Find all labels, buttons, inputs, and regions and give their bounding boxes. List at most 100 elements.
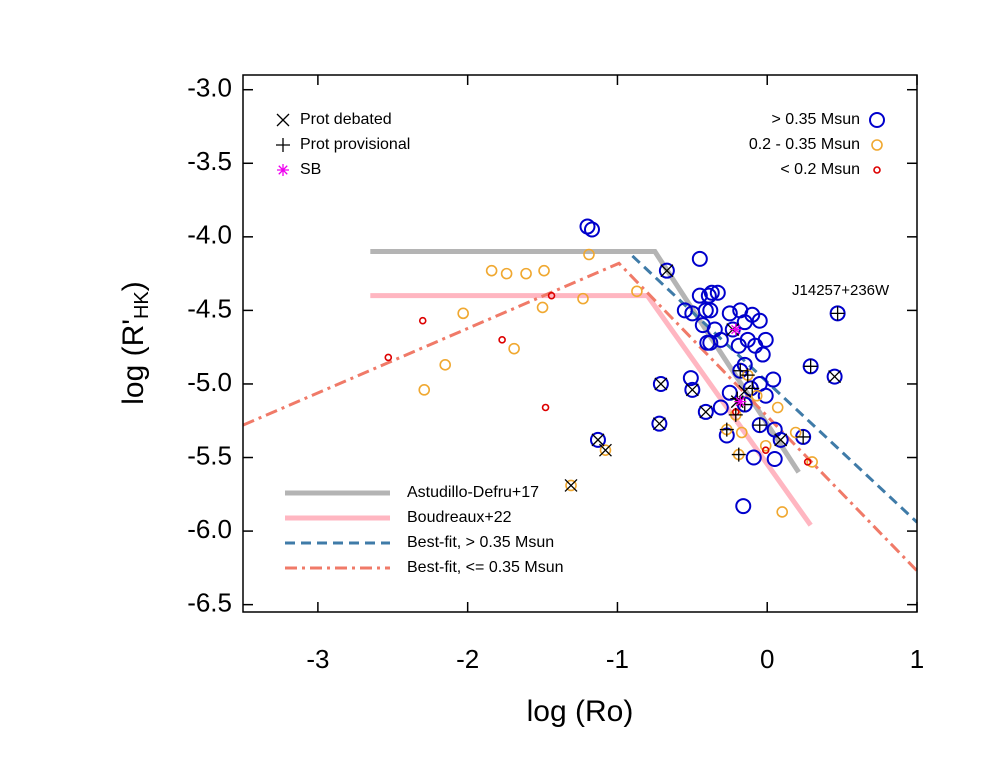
point [654,377,668,391]
x-tick-label: 1 [910,644,924,674]
point [761,446,770,454]
legend-label: > 0.35 Msun [772,111,861,128]
point [826,368,843,385]
point [703,284,720,301]
point [660,264,674,278]
point [538,264,550,277]
x-tick-label: -2 [456,644,479,674]
legend-label: Best-fit, > 0.35 Msun [407,534,554,551]
x-tick-label: 0 [760,644,774,674]
point [776,506,789,518]
legend-marker [871,139,883,151]
point [734,395,747,408]
y-axis-label: log (R'HK) [117,281,153,405]
point [599,443,612,457]
point [750,389,763,402]
point [658,262,675,279]
fit-line [370,293,813,527]
point [583,221,600,238]
point [712,331,729,348]
point [803,458,812,466]
legend-label: Boudreaux+22 [407,509,512,526]
point [697,302,714,319]
legend-marker [276,138,290,152]
legend-label: Prot debated [300,111,392,128]
x-axis-label: log (Ro) [527,695,634,728]
y-tick-label: -4.5 [187,293,232,323]
point [591,433,605,447]
point [752,418,767,433]
point [702,302,719,319]
legend-label: Astudillo-Defru+17 [407,484,539,501]
point [684,381,701,398]
point [789,426,802,439]
point [691,250,708,267]
point [564,479,578,492]
point [754,346,771,363]
y-tick-label: -5.0 [187,367,232,397]
legend-label: 0.2 - 0.35 Msun [749,136,860,153]
point [712,399,729,416]
plot-area [243,218,917,572]
point [751,312,768,329]
annotation: J14257+236W [792,282,890,299]
x-tick-label: -1 [606,644,629,674]
point [757,331,774,348]
point [729,323,742,336]
point [738,384,752,398]
y-label-sub: HK [131,291,153,319]
fit-line [631,254,917,524]
point [766,450,783,467]
point [520,267,532,280]
point [631,285,643,298]
point [439,359,452,371]
point [418,384,431,396]
point [733,363,748,378]
point [806,456,818,468]
point [651,415,668,432]
point [498,336,506,344]
y-label-main: log (R' [117,319,150,405]
point [699,405,713,419]
legend-marker [276,113,290,127]
legend-label: SB [300,161,321,178]
point [697,403,714,420]
y-tick-label: -6.0 [187,514,232,544]
point [541,403,550,412]
point [652,417,666,431]
point [457,307,469,320]
point [721,305,738,322]
point [735,426,748,439]
point [547,291,556,300]
point [771,401,784,414]
point [384,353,393,362]
point [830,306,845,321]
point [757,387,774,404]
point [745,449,762,466]
point [740,368,755,383]
point [508,342,520,355]
fit-line [370,249,801,474]
point [774,433,788,447]
legend-marker [873,166,881,174]
y-label-end: ) [117,281,150,291]
point [577,292,589,305]
legend-marker [277,164,289,176]
y-tick-label: -3.0 [187,73,232,103]
point [599,444,612,456]
point [536,301,549,314]
point [731,447,746,462]
point [721,384,738,401]
point [700,287,717,304]
point [735,498,752,515]
point [589,431,606,448]
point [485,264,498,277]
point [759,439,772,452]
y-tick-label: -6.5 [187,588,232,618]
point [565,479,577,492]
axes-frame [242,74,918,613]
y-tick-label: -3.5 [187,146,232,176]
point [709,284,726,301]
point [583,248,595,261]
